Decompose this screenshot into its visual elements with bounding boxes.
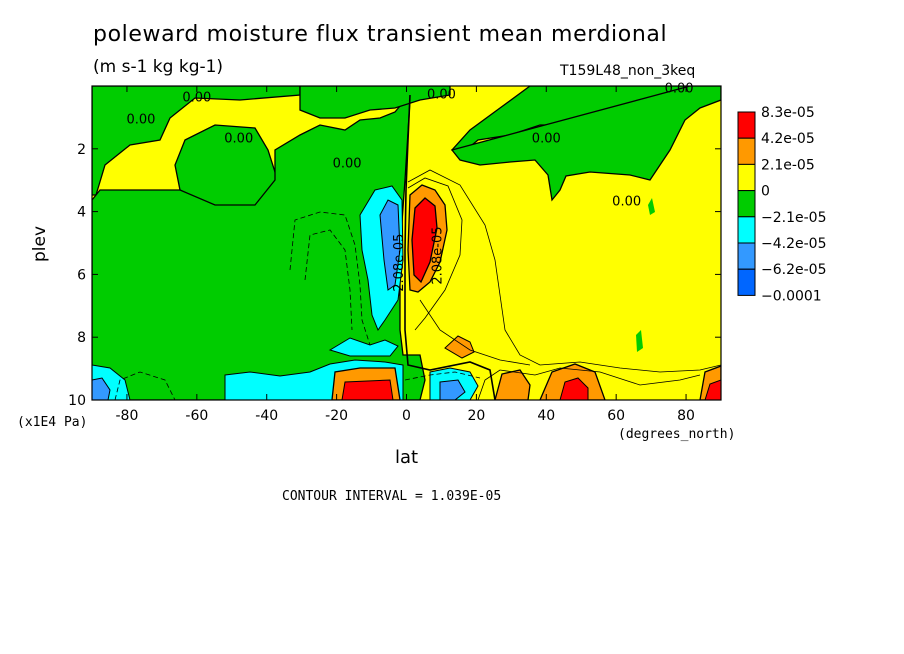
contour-negative-c (114, 371, 176, 400)
contour-label: 0.00 (182, 91, 211, 106)
y-tick-label: 4 (77, 205, 86, 221)
axes: -80 -60 -40 -20 0 20 40 60 80 2 4 6 8 10 (68, 86, 721, 424)
legend-swatch (737, 190, 756, 218)
field-red-surface-a (559, 377, 589, 400)
legend-level-label: 4.2e-05 (761, 131, 815, 147)
contour-positive-b (407, 169, 721, 373)
contour-label: 0.00 (126, 113, 155, 128)
field-orange-surface-north-a (494, 369, 531, 400)
legend-swatch (737, 216, 756, 244)
contour-label: 0.00 (532, 132, 561, 147)
contour-positive-d (477, 367, 701, 400)
legend-swatch (737, 163, 756, 192)
x-tick-label: 0 (402, 408, 411, 424)
contour-negative-b (304, 229, 353, 331)
contour-interval: CONTOUR INTERVAL = 1.039E-05 (282, 489, 502, 504)
x-tick-label: -40 (255, 408, 278, 424)
x-axis-label: lat (395, 447, 419, 468)
field-green-cell-a (636, 330, 643, 352)
legend-level-label: 8.3e-05 (761, 105, 815, 121)
legend-level-label: 0 (761, 184, 770, 200)
contour-label: -2.08e-05 (392, 234, 407, 297)
legend-swatch (737, 111, 756, 139)
chart-title: poleward moisture flux transient mean me… (93, 22, 668, 47)
contour-negative-d (404, 371, 481, 381)
y-tick-label: 6 (77, 267, 86, 283)
field-orange-low (444, 335, 475, 359)
field-cyan-low (328, 337, 399, 357)
legend-level-label: 2.1e-05 (761, 157, 815, 173)
legend-level-label: −2.1e-05 (761, 210, 826, 226)
x-axis-unit: (degrees_north) (618, 427, 736, 442)
field-red-core (411, 197, 438, 284)
contour-label: 0.00 (665, 81, 694, 96)
field-red-surface-b (704, 379, 721, 400)
x-tick-label: 40 (537, 408, 555, 424)
contour-label: 0.00 (427, 88, 456, 103)
y-axis-unit: (x1E4 Pa) (17, 415, 88, 430)
x-tick-label: 60 (607, 408, 625, 424)
chart-subtitle: (m s-1 kg kg-1) (93, 57, 224, 77)
field-green-cell-b (648, 198, 655, 215)
x-tick-label: -60 (185, 408, 208, 424)
contour-positive-a (407, 177, 463, 331)
y-tick-label: 8 (77, 330, 86, 346)
contour-zero-equator (404, 94, 496, 400)
legend-swatch (737, 268, 756, 296)
legend-swatch (737, 242, 756, 270)
y-tick-label: 10 (68, 393, 86, 409)
legend-swatch (737, 137, 756, 165)
field-green-southmid (92, 99, 426, 400)
x-tick-label: -80 (116, 408, 139, 424)
color-legend: 8.3e-05 4.2e-05 2.1e-05 0 −2.1e-05 −4.2e-05 −6… (737, 105, 826, 304)
legend-level-label: −6.2e-05 (761, 262, 826, 278)
field-green-top (299, 86, 451, 119)
field-blue-surface (439, 379, 466, 400)
legend-level-label: −4.2e-05 (761, 236, 826, 252)
x-tick-label: 80 (677, 408, 695, 424)
contour-positive-c (419, 299, 531, 366)
field-red-surface-c (341, 379, 394, 400)
x-tick-label: 20 (467, 408, 485, 424)
legend-level-label: −0.0001 (761, 288, 822, 304)
run-label: T159L48_non_3keq (560, 63, 696, 79)
contour-labels: 0.00 0.00 0.00 0.00 0.00 0.00 0.00 0.00 2.08e-05… (126, 81, 693, 296)
y-tick-label: 2 (77, 142, 86, 158)
contour-label: 2.08e-05 (430, 226, 445, 284)
contour-negative-a (289, 211, 371, 346)
x-tick-label: -20 (325, 408, 348, 424)
field-blue-equator (379, 199, 401, 291)
contour-label: 0.00 (612, 194, 641, 209)
field-green-north-ridge (450, 86, 721, 202)
contour-label: 0.00 (333, 157, 362, 172)
heatmap-field (92, 86, 721, 400)
contour-label: 0.00 (224, 132, 253, 147)
field-blue-pole (92, 377, 111, 400)
